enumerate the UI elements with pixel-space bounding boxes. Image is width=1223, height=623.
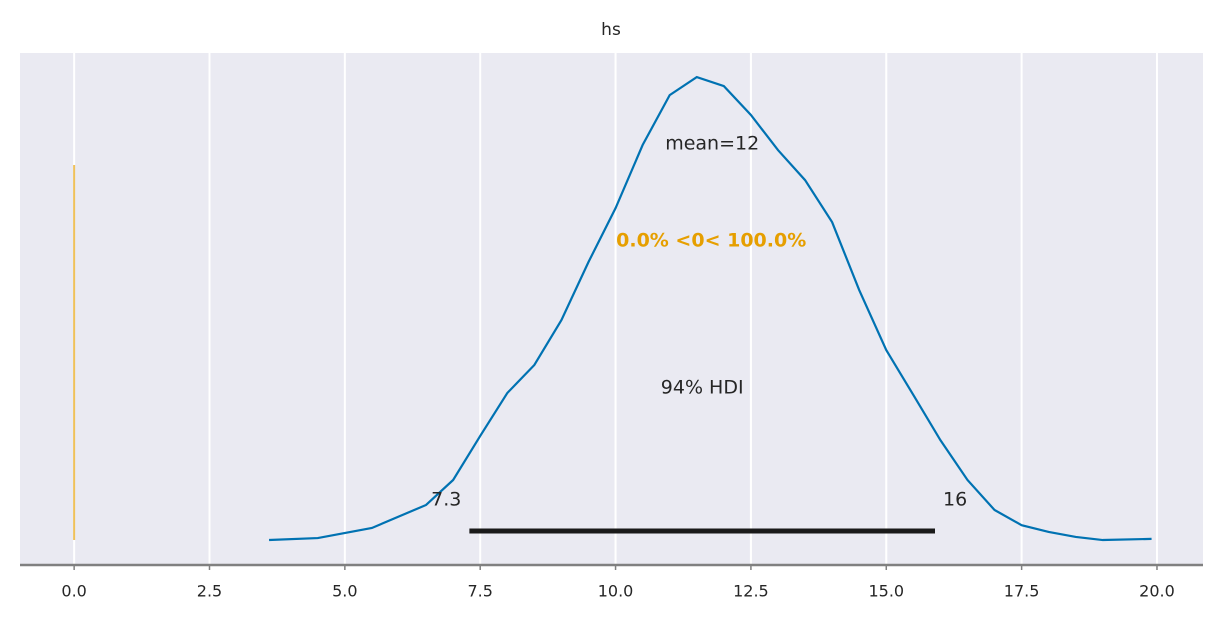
x-tick-label: 7.5 [467,582,492,601]
hdi-high-label: 16 [943,489,967,511]
x-tick-label: 2.5 [197,582,222,601]
hdi-label: 94% HDI [661,377,744,399]
x-tick-label: 10.0 [598,582,634,601]
mean-label: mean=12 [665,133,759,155]
x-tick-label: 0.0 [61,582,86,601]
density-curve [269,75,1152,542]
x-tick-label: 17.5 [1004,582,1040,601]
plot-area [20,53,1203,565]
chart-title: hs [601,20,621,40]
x-tick-label: 20.0 [1139,582,1175,601]
x-tick-label: 12.5 [733,582,769,601]
hdi-low-label: 7.3 [431,489,461,511]
x-tick-label: 15.0 [868,582,904,601]
reference-label: 0.0% <0< 100.0% [616,230,806,252]
x-tick-label: 5.0 [332,582,357,601]
